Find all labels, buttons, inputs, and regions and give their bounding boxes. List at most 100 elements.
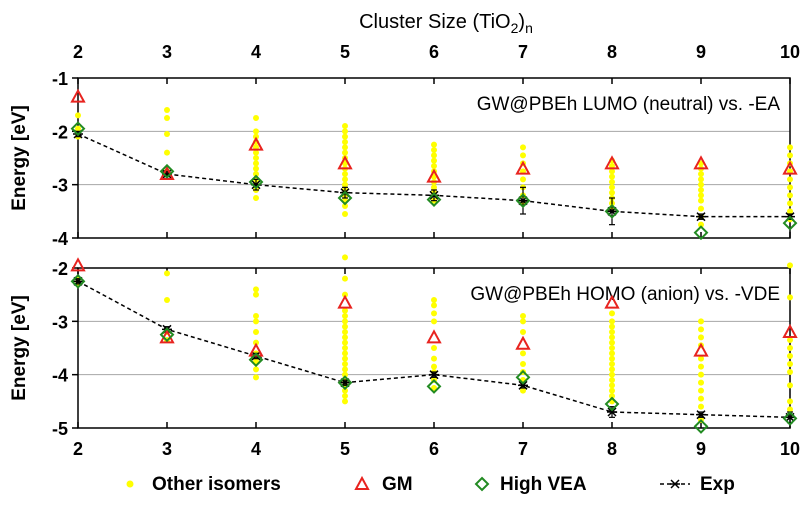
exp-star-stroke (696, 410, 706, 420)
isomer-point (342, 350, 348, 357)
y-tick-label: -4 (52, 229, 68, 249)
isomer-point (164, 131, 170, 137)
isomer-point (787, 208, 793, 215)
y-tick-label: -2 (52, 122, 68, 142)
isomer-point (342, 398, 348, 405)
isomer-point (164, 149, 170, 156)
isomer-point (698, 181, 704, 188)
exp-star-stroke (429, 190, 439, 200)
isomer-point (609, 377, 615, 383)
isomer-point (698, 197, 704, 204)
isomer-point (253, 286, 259, 293)
isomer-point (520, 152, 526, 159)
isomer-point (342, 393, 348, 399)
isomer-point (253, 171, 259, 177)
high-vea-point (70, 273, 86, 289)
gm-point (604, 294, 620, 309)
high-vea-point (693, 225, 709, 241)
bottom-x-tick-label: 6 (429, 439, 439, 459)
high-vea-point (782, 215, 798, 231)
isomer-point (431, 363, 437, 370)
top-x-tick-label: 4 (251, 42, 261, 62)
gm-point (337, 155, 353, 170)
isomer-point (253, 318, 259, 325)
isomer-point (698, 379, 704, 386)
y-tick-label: -2 (52, 259, 68, 279)
high-vea-point (693, 418, 709, 434)
isomer-point (609, 334, 615, 341)
isomer-point (342, 361, 348, 367)
exp-star-stroke (251, 180, 261, 190)
legend-item: Other isomers (126, 474, 281, 495)
isomer-point (698, 363, 704, 370)
high-vea-point (782, 410, 798, 426)
bottom-x-tick-label: 2 (73, 439, 83, 459)
high-vea-point (604, 203, 620, 219)
panel-annotation: GW@PBEh HOMO (anion) vs. -VDE (470, 284, 780, 305)
y-tick-label: -3 (52, 176, 68, 196)
isomer-point (609, 323, 615, 330)
y-tick-label: -3 (52, 312, 68, 332)
isomer-point (431, 302, 437, 309)
isomer-point (253, 155, 259, 161)
isomer-point (698, 318, 704, 325)
isomer-point (431, 318, 437, 325)
isomer-point (431, 141, 437, 148)
gm-point (515, 335, 531, 350)
isomer-point (609, 366, 615, 373)
top-x-tick-label: 7 (518, 42, 528, 62)
bottom-x-tick-label: 7 (518, 439, 528, 459)
isomer-point (342, 339, 348, 346)
isomer-point (698, 403, 704, 410)
isomer-point (609, 345, 615, 351)
isomer-point (342, 329, 348, 335)
isomer-point (342, 128, 348, 135)
isomer-point (787, 262, 793, 269)
isomer-point (431, 184, 437, 191)
y-tick-label: -5 (52, 419, 68, 439)
gm-point (337, 294, 353, 309)
gm-point (782, 160, 798, 175)
panel-homo: -5 -4 -3 -2 Energy [eV] GW@PBEh HOMO (anion) … (9, 254, 798, 439)
isomer-point (342, 313, 348, 319)
exp-point (696, 410, 706, 420)
isomer-point (164, 297, 170, 303)
isomer-point (787, 369, 793, 375)
exp-point (607, 407, 617, 417)
legend-item: Exp (660, 474, 735, 495)
exp-star-stroke (429, 370, 439, 380)
isomer-point (520, 387, 526, 394)
isomer-point (787, 382, 793, 389)
gm-point (426, 168, 442, 183)
top-x-tick-label: 2 (73, 42, 83, 62)
isomer-point (342, 133, 348, 140)
isomer-point (164, 270, 170, 277)
bottom-x-tick-label: 5 (340, 439, 350, 459)
isomer-point (698, 371, 704, 378)
isomer-point (787, 192, 793, 199)
gm-point (693, 155, 709, 170)
exp-star-stroke (696, 212, 706, 222)
isomer-point (698, 171, 704, 177)
exp-line (77, 280, 791, 419)
high-vea-point (70, 121, 86, 137)
isomer-point (342, 149, 348, 156)
gm-point (70, 88, 86, 103)
isomer-point (253, 149, 259, 156)
top-x-tick-labels: 2 3 4 5 6 7 8 9 10 (73, 42, 800, 62)
isomer-point (787, 353, 793, 359)
legend-label: GM (382, 474, 413, 495)
isomer-point (698, 355, 704, 362)
high-vea-point (248, 352, 264, 368)
high-vea-point (426, 378, 442, 394)
isomer-point (609, 329, 615, 335)
isomer-point (787, 294, 793, 301)
high-vea-point (337, 190, 353, 206)
isomer-point (342, 254, 348, 261)
y-tick-label: -4 (52, 366, 68, 386)
isomer-point (787, 144, 793, 151)
isomer-point (609, 382, 615, 389)
isomer-point (431, 152, 437, 159)
isomer-point (342, 181, 348, 188)
isomer-point (342, 355, 348, 362)
